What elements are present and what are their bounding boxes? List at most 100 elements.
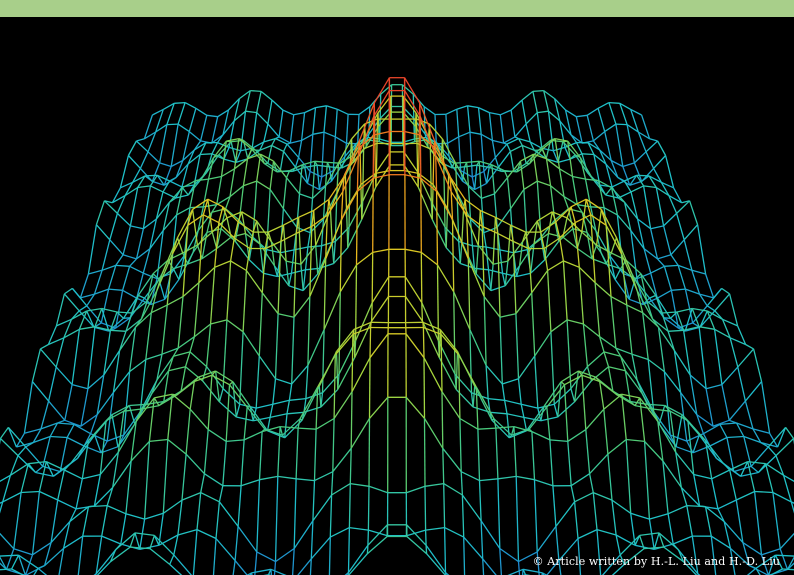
mesh-line-x	[115, 317, 131, 329]
mesh-line-y	[485, 167, 490, 184]
mesh-line-y	[17, 446, 27, 457]
mesh-line-x	[509, 430, 527, 439]
mesh-line-x	[559, 168, 573, 178]
mesh-line-y	[610, 160, 619, 178]
mesh-line-x	[466, 214, 483, 227]
mesh-line-x	[587, 142, 601, 151]
mesh-line-x	[570, 473, 590, 487]
mesh-line-x	[512, 240, 529, 250]
mesh-line-x	[672, 535, 693, 545]
mesh-line-x	[265, 240, 282, 250]
mesh-line-y	[623, 202, 632, 231]
mesh-line-y	[575, 142, 583, 155]
mesh-line-x	[519, 243, 535, 267]
mesh-line-x	[0, 554, 19, 557]
mesh-line-x	[516, 162, 531, 173]
mesh-line-y	[234, 526, 239, 561]
mesh-line-x	[624, 174, 637, 182]
mesh-line-y	[705, 388, 714, 427]
mesh-line-x	[76, 434, 96, 459]
mesh-line-y	[163, 166, 172, 186]
mesh-line-x	[44, 547, 65, 567]
mesh-line-x	[424, 482, 444, 487]
mesh-line-x	[31, 381, 50, 402]
mesh-line-y	[58, 548, 65, 575]
mesh-line-x	[10, 463, 29, 476]
mesh-line-y	[339, 219, 343, 292]
mesh-line-y	[344, 173, 348, 209]
mesh-line-y	[266, 417, 271, 431]
mesh-line-x	[622, 162, 635, 168]
mesh-line-x	[547, 260, 564, 272]
mesh-line-y	[149, 218, 158, 249]
mesh-line-x	[596, 528, 617, 536]
mesh-line-y	[245, 248, 251, 271]
mesh-line-x	[687, 420, 706, 441]
mesh-line-x	[268, 224, 284, 233]
mesh-line-y	[475, 386, 479, 430]
mesh-line-y	[37, 564, 45, 569]
mesh-line-y	[33, 567, 39, 575]
mesh-line-x	[116, 311, 133, 314]
mesh-line-y	[493, 418, 497, 429]
mesh-line-x	[740, 471, 759, 477]
mesh-line-x	[88, 269, 103, 275]
mesh-line-x	[355, 302, 373, 342]
mesh-line-y	[592, 492, 598, 530]
mesh-line-y	[269, 404, 274, 418]
mesh-line-x	[404, 296, 423, 322]
mesh-line-x	[643, 546, 664, 550]
mesh-line-y	[321, 329, 325, 393]
mesh-line-x	[458, 354, 477, 388]
mesh-line-x	[189, 351, 208, 368]
mesh-line-y	[737, 325, 747, 345]
mesh-line-x	[321, 240, 336, 247]
mesh-line-y	[469, 329, 473, 393]
mesh-line-y	[350, 391, 353, 449]
mesh-line-x	[315, 417, 335, 430]
mesh-line-x	[120, 181, 133, 189]
mesh-line-y	[752, 348, 763, 382]
mesh-line-y	[87, 224, 98, 275]
mesh-line-x	[559, 222, 576, 239]
mesh-line-y	[467, 258, 471, 330]
mesh-line-x	[256, 180, 271, 190]
mesh-line-x	[228, 98, 240, 111]
mesh-line-y	[17, 554, 27, 575]
mesh-line-y	[509, 224, 514, 242]
mesh-line-x	[55, 366, 73, 386]
mesh-line-x	[439, 329, 459, 352]
mesh-line-y	[681, 200, 690, 204]
mesh-line-y	[567, 441, 572, 486]
mesh-line-y	[458, 354, 461, 419]
mesh-line-x	[251, 141, 265, 149]
mesh-line-y	[494, 217, 499, 234]
mesh-line-x	[451, 219, 469, 260]
mesh-line-x	[566, 319, 584, 325]
mesh-line-y	[121, 266, 131, 291]
mesh-line-y	[138, 294, 145, 299]
mesh-line-x	[139, 379, 158, 413]
mesh-line-y	[95, 536, 103, 574]
mesh-line-y	[491, 164, 496, 194]
mesh-line-x	[145, 353, 163, 361]
mesh-line-x	[558, 538, 579, 562]
mesh-line-y	[198, 214, 204, 283]
mesh-line-y	[597, 180, 605, 208]
mesh-line-x	[229, 185, 244, 198]
mesh-line-y	[503, 400, 508, 414]
mesh-line-y	[547, 111, 554, 151]
mesh-line-x	[714, 293, 731, 312]
mesh-line-x	[504, 265, 521, 287]
mesh-line-y	[501, 383, 506, 401]
mesh-line-y	[503, 170, 509, 178]
mesh-line-x	[263, 272, 278, 278]
mesh-line-x	[194, 374, 213, 383]
mesh-line-y	[307, 296, 311, 366]
mesh-line-x	[601, 554, 621, 575]
mesh-line-y	[630, 230, 638, 279]
mesh-line-x	[581, 231, 598, 246]
mesh-line-x	[488, 397, 505, 401]
mesh-line-y	[134, 532, 141, 550]
mesh-line-y	[605, 187, 613, 196]
